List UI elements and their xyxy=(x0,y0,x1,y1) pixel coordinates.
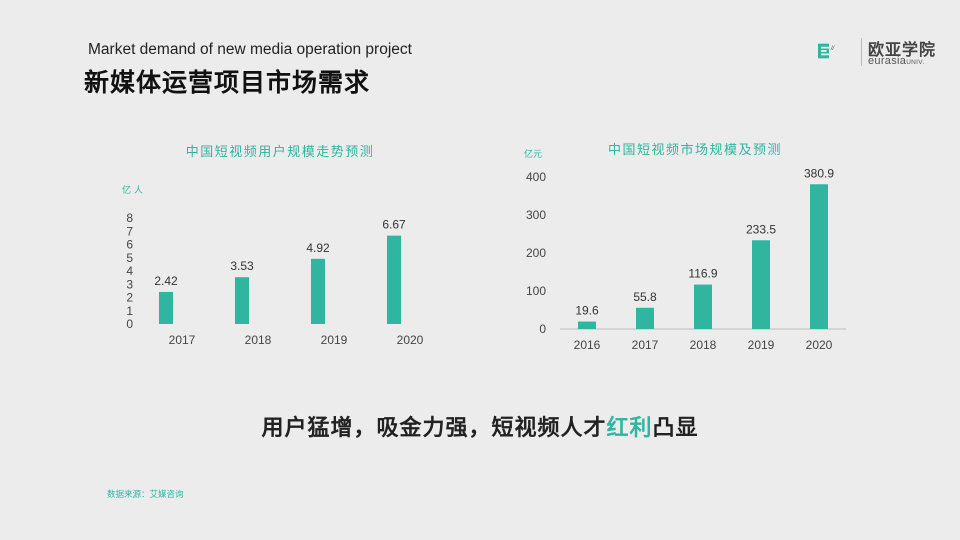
chart2-bar xyxy=(810,184,828,329)
chart2-value-label: 55.8 xyxy=(633,290,657,304)
chart1-value-label: 2.42 xyxy=(154,274,178,288)
data-source: 数据来源：艾媒咨询 xyxy=(107,490,184,500)
chart2-ytick-label: 100 xyxy=(526,284,546,298)
logo-separator xyxy=(861,38,862,66)
chart1-ytick-label: 0 xyxy=(126,317,133,331)
eurasia-logo: // 欧亚学院 eurasiaUNIV. xyxy=(818,36,938,70)
chart1-ytick-label: 6 xyxy=(126,238,133,252)
chart2-category-label: 2020 xyxy=(806,338,833,352)
chart1-bar xyxy=(311,258,325,324)
chart2-unit-label: 亿元 xyxy=(524,148,542,160)
logo-name-en: eurasiaUNIV. xyxy=(868,55,924,67)
logo-name-en-main: eurasia xyxy=(868,55,907,67)
chart2-bar xyxy=(694,284,712,329)
chart2-ytick-label: 200 xyxy=(526,246,546,260)
chart2-value-label: 19.6 xyxy=(575,304,599,318)
chart2-title: 中国短视频市场规模及预测 xyxy=(608,142,782,158)
chart1-category-label: 2020 xyxy=(397,333,424,347)
chart1-ytick-label: 3 xyxy=(126,277,133,291)
chart1-value-label: 3.53 xyxy=(230,259,254,273)
chart1-bar xyxy=(159,291,173,324)
chart1-ytick-label: 8 xyxy=(126,211,133,225)
market-scale-chart-svg: 中国短视频市场规模及预测 亿元 0 100 200 300 400 19.6 2016 55.8 2… xyxy=(524,142,846,352)
user-scale-chart: 中国短视频用户规模走势预测亿 人 0 1 2 3 4 5 6 7 8 2.42 2017 3.53 201… xyxy=(0,0,480,380)
chart2-category-label: 2017 xyxy=(632,338,659,352)
chart1-ytick-label: 4 xyxy=(126,264,133,278)
chart1-bar xyxy=(387,235,401,324)
logo-quote: // xyxy=(830,45,836,52)
chart2-category-label: 2016 xyxy=(574,338,601,352)
chart1-ytick-label: 1 xyxy=(126,304,133,318)
chart2-value-label: 116.9 xyxy=(688,267,717,281)
chart2-bar xyxy=(752,240,770,329)
chart1-category-label: 2017 xyxy=(169,333,196,347)
logo-name-en-suffix: UNIV. xyxy=(906,59,925,66)
chart1-unit-label: 亿 人 xyxy=(122,184,143,196)
headline: 用户猛增，吸金力强，短视频人才红利凸显 xyxy=(0,410,960,442)
headline-highlight: 红利 xyxy=(606,416,653,441)
chart1-bar xyxy=(235,277,249,324)
market-scale-chart: 中国短视频市场规模及预测 亿元 0 100 200 300 400 19.6 2016 55.8 2… xyxy=(480,0,960,380)
headline-end: 凸显 xyxy=(652,416,699,441)
chart2-ytick-label: 0 xyxy=(539,322,546,336)
headline-main: 用户猛增，吸金力强，短视频人才 xyxy=(261,416,607,441)
chart1-ytick-label: 2 xyxy=(126,291,133,305)
chart2-value-label: 233.5 xyxy=(746,222,776,236)
chart1-value-label: 4.92 xyxy=(306,241,330,255)
chart2-category-label: 2018 xyxy=(690,338,717,352)
chart2-bar xyxy=(578,321,596,329)
logo-mark-icon: // xyxy=(818,43,836,59)
chart1-title: 中国短视频用户规模走势预测 xyxy=(186,144,375,160)
chart2-value-label: 380.9 xyxy=(804,166,834,180)
chart2-ytick-label: 400 xyxy=(526,170,546,184)
chart1-category-label: 2019 xyxy=(321,333,348,347)
chart1-ytick-label: 7 xyxy=(126,224,133,238)
chart1-category-label: 2018 xyxy=(245,333,272,347)
chart1-value-label: 6.67 xyxy=(382,218,406,232)
page-title: 新媒体运营项目市场需求 xyxy=(84,68,371,97)
chart1-ytick-label: 5 xyxy=(126,251,133,265)
subtitle-en: Market demand of new media operation pro… xyxy=(88,41,412,58)
logo-name-cn: 欧亚学院 xyxy=(868,40,937,59)
chart2-category-label: 2019 xyxy=(748,338,775,352)
chart2-ytick-label: 300 xyxy=(526,208,546,222)
chart2-bar xyxy=(636,307,654,329)
